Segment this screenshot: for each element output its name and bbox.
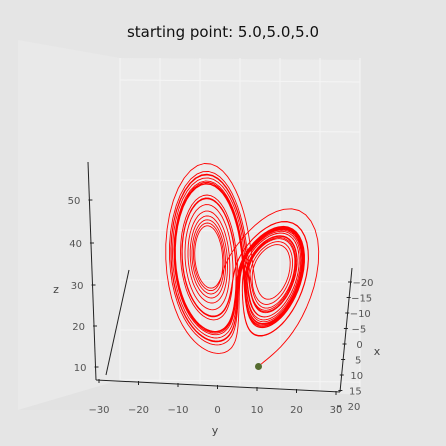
grid-line-horizontal bbox=[119, 79, 361, 83]
grid-line-horizontal bbox=[119, 179, 361, 183]
y-tick-label: 10 bbox=[251, 405, 264, 416]
trajectory-group bbox=[165, 163, 320, 365]
x-tick-label: −10 bbox=[350, 309, 371, 320]
grid-line-horizontal bbox=[119, 229, 361, 233]
grid-line-horizontal bbox=[119, 329, 361, 333]
x-tick-label: 0 bbox=[356, 340, 362, 351]
x-tick-label: 15 bbox=[349, 387, 362, 398]
y-tick-label: 20 bbox=[290, 405, 303, 416]
z-tick-label: 50 bbox=[68, 196, 81, 207]
back-pane-left bbox=[18, 40, 120, 410]
grid-line-horizontal bbox=[119, 129, 361, 133]
x-ticks: −20 −15 −10 −5 0 5 10 15 20 bbox=[337, 278, 374, 413]
z-ticks: 10 20 30 40 50 bbox=[68, 196, 99, 374]
x-tick-label: 20 bbox=[348, 402, 361, 413]
y-ticks: −30 −20 −10 0 10 20 30 bbox=[88, 379, 342, 416]
y-tick-label: 30 bbox=[330, 405, 343, 416]
y-tick-label: −20 bbox=[128, 405, 149, 416]
floor-pane bbox=[18, 380, 360, 410]
grid-line-horizontal bbox=[119, 379, 361, 383]
x-tick-label: 10 bbox=[350, 371, 363, 382]
x-tick-label: −5 bbox=[352, 325, 367, 336]
y-tick-label: −10 bbox=[167, 405, 188, 416]
back-axis-line bbox=[105, 269, 130, 376]
z-tick-label: 20 bbox=[72, 322, 85, 333]
y-tick-label: 0 bbox=[214, 405, 220, 416]
y-tick-label: −30 bbox=[88, 405, 109, 416]
z-tick-label: 40 bbox=[69, 239, 82, 250]
chart-title: starting point: 5.0,5.0,5.0 bbox=[127, 23, 319, 41]
x-tick-label: −20 bbox=[352, 278, 373, 289]
lorenz-trajectory bbox=[165, 163, 320, 365]
x-axis-line bbox=[339, 267, 353, 393]
x-tick-label: 5 bbox=[355, 356, 361, 367]
z-tick-label: 30 bbox=[71, 281, 84, 292]
start-point-marker bbox=[255, 363, 262, 370]
z-axis-line bbox=[87, 161, 97, 381]
z-tick-label: 10 bbox=[74, 363, 87, 374]
x-tick-label: −15 bbox=[351, 294, 372, 305]
y-axis-label: y bbox=[212, 424, 219, 437]
x-axis-label: x bbox=[374, 345, 381, 358]
z-axis-label: z bbox=[53, 283, 59, 296]
grid-lines bbox=[119, 58, 361, 395]
